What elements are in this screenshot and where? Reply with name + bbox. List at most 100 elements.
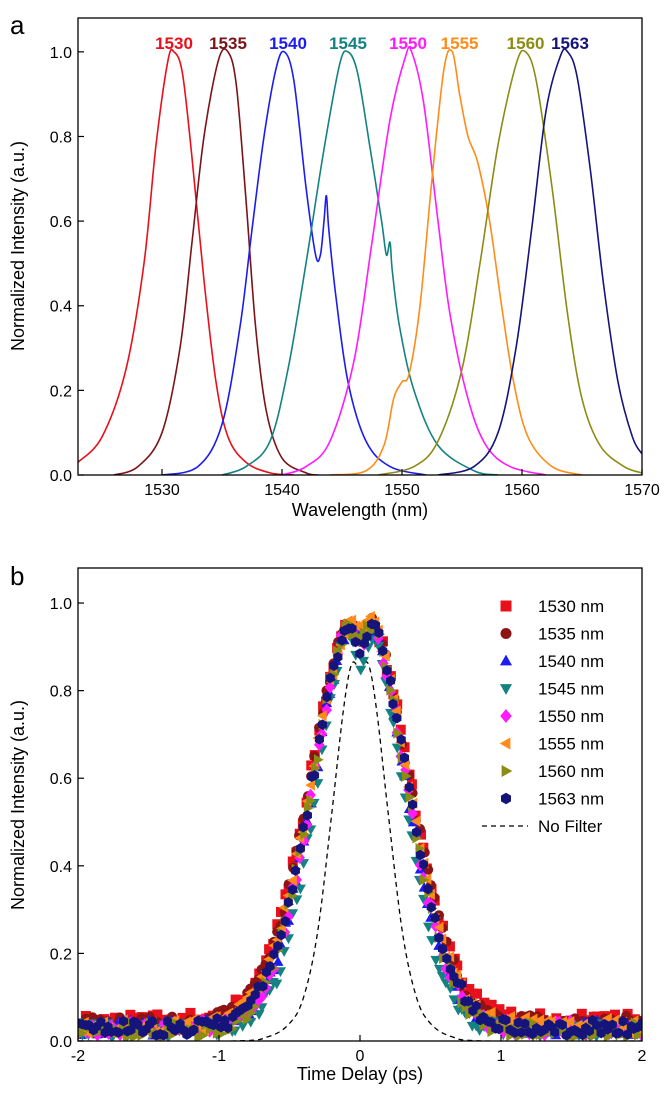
data-point bbox=[415, 849, 425, 861]
data-point bbox=[242, 1013, 253, 1025]
legend-marker bbox=[500, 709, 512, 723]
data-point bbox=[405, 791, 416, 803]
panel-b-x-ticks: -2 -1 0 1 2 bbox=[71, 1035, 647, 1065]
data-point bbox=[223, 1022, 233, 1034]
data-point bbox=[444, 984, 456, 994]
data-point bbox=[382, 665, 392, 676]
data-point bbox=[622, 1029, 633, 1040]
data-point bbox=[401, 770, 412, 782]
data-point bbox=[411, 826, 422, 838]
legend-label: No Filter bbox=[538, 817, 603, 836]
data-point bbox=[170, 1025, 180, 1036]
data-point bbox=[264, 944, 275, 955]
data-point bbox=[500, 1009, 511, 1020]
panel-b: b 1530 nm 1535 nm 1540 nm 1545 nm 1550 nm 155… bbox=[8, 561, 647, 1084]
peak-label: 1550 bbox=[389, 34, 427, 53]
panel-b-letter: b bbox=[10, 561, 24, 591]
panel-a-y-tick-label: 0.8 bbox=[50, 129, 72, 146]
data-point bbox=[295, 843, 305, 854]
data-point bbox=[302, 810, 312, 821]
data-point bbox=[212, 1027, 223, 1039]
data-point bbox=[374, 627, 384, 638]
data-point bbox=[313, 754, 324, 766]
data-point bbox=[399, 759, 410, 771]
data-point bbox=[291, 895, 303, 906]
spectrum-line-3 bbox=[161, 50, 427, 475]
data-point bbox=[312, 779, 324, 789]
panel-a-x-tick-label: 1530 bbox=[144, 482, 180, 499]
data-point bbox=[283, 897, 293, 908]
data-point bbox=[78, 1027, 88, 1039]
data-point bbox=[185, 1007, 196, 1018]
data-point bbox=[269, 949, 279, 960]
data-point bbox=[220, 1014, 230, 1026]
data-point bbox=[430, 955, 442, 966]
data-point bbox=[258, 981, 268, 992]
data-point bbox=[370, 619, 381, 631]
data-point bbox=[423, 883, 433, 895]
data-point bbox=[437, 943, 448, 955]
data-point bbox=[486, 999, 497, 1010]
panel-a-x-tick-label: 1570 bbox=[624, 482, 660, 499]
data-point bbox=[126, 1024, 136, 1036]
data-point bbox=[287, 909, 299, 920]
data-point bbox=[388, 698, 398, 710]
peak-label: 1563 bbox=[551, 34, 589, 53]
data-point bbox=[494, 1023, 504, 1035]
panel-b-markers bbox=[78, 610, 642, 1041]
panel-b-y-tick-label: 0.0 bbox=[50, 1034, 72, 1051]
data-point bbox=[444, 941, 455, 952]
data-point bbox=[212, 1013, 222, 1024]
data-point bbox=[272, 956, 284, 966]
panel-b-y-tick-label: 0.4 bbox=[50, 859, 72, 876]
panel-b-y-axis-label: Normalized Intensity (a.u.) bbox=[8, 700, 28, 910]
legend-marker bbox=[499, 654, 513, 666]
data-point bbox=[198, 1029, 209, 1041]
data-point bbox=[422, 922, 434, 933]
spectrum-line-1 bbox=[78, 48, 295, 475]
data-point bbox=[610, 1009, 621, 1020]
panel-b-y-tick-label: 1.0 bbox=[50, 596, 72, 613]
data-point bbox=[189, 1024, 199, 1035]
peak-label: 1545 bbox=[329, 34, 367, 53]
data-point bbox=[337, 635, 347, 646]
data-point bbox=[287, 874, 297, 886]
data-point bbox=[276, 929, 286, 941]
panel-b-y-tick-label: 0.8 bbox=[50, 684, 72, 701]
spectrum-line-4 bbox=[221, 50, 499, 475]
panel-a-x-axis-label: Wavelength (nm) bbox=[292, 500, 428, 520]
panel-a-y-ticks: 0.0 0.2 0.4 0.6 0.8 1.0 bbox=[50, 45, 84, 485]
data-point bbox=[247, 1007, 257, 1019]
data-point bbox=[159, 1030, 169, 1041]
data-point bbox=[237, 1021, 249, 1032]
panel-a-peak-labels: 1530 1535 1540 1545 1550 1555 1560 1563 bbox=[155, 34, 589, 53]
data-point bbox=[528, 1017, 539, 1029]
data-point bbox=[395, 724, 406, 735]
data-point bbox=[494, 1004, 505, 1015]
panel-a-series bbox=[78, 46, 642, 475]
data-point bbox=[445, 964, 455, 975]
data-point bbox=[418, 859, 429, 870]
data-point bbox=[322, 691, 332, 703]
data-point bbox=[442, 953, 452, 964]
panel-a-frame bbox=[77, 17, 643, 476]
legend-marker bbox=[499, 737, 511, 750]
data-point bbox=[147, 1016, 157, 1027]
data-point bbox=[309, 770, 320, 781]
data-point bbox=[317, 719, 328, 730]
data-point bbox=[516, 1027, 526, 1038]
data-point bbox=[476, 1007, 487, 1019]
data-point bbox=[316, 710, 327, 722]
data-point bbox=[506, 1006, 517, 1017]
panel-a-letter: a bbox=[10, 10, 25, 40]
data-point bbox=[357, 656, 369, 667]
data-point bbox=[419, 874, 430, 886]
panel-b-x-tick-label: -1 bbox=[212, 1048, 226, 1065]
panel-a-y-axis-label: Normalized Intensity (a.u.) bbox=[8, 141, 28, 351]
data-point bbox=[280, 915, 290, 927]
data-point bbox=[287, 856, 298, 867]
legend-label: 1555 nm bbox=[538, 735, 604, 754]
data-point bbox=[391, 743, 403, 754]
data-point bbox=[448, 995, 460, 1006]
